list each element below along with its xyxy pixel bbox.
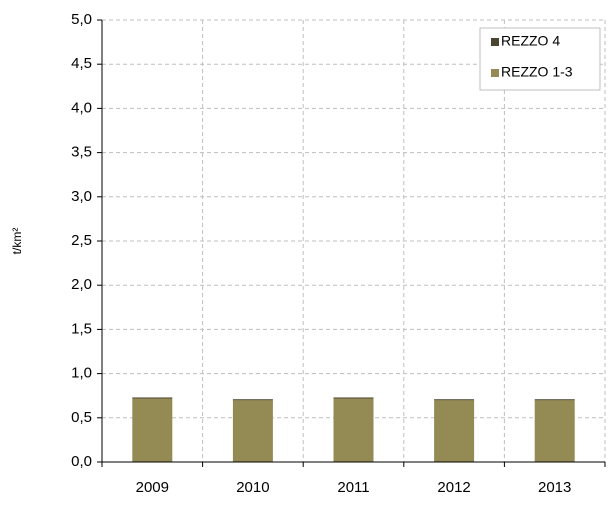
bar-segment: [132, 397, 173, 399]
y-tick-label: 3,5: [71, 144, 92, 161]
bar-segment: [132, 398, 173, 462]
y-tick-label: 4,0: [71, 99, 92, 116]
y-axis-label: t/km²: [10, 228, 24, 255]
y-tick-label: 0,5: [71, 409, 92, 426]
x-tick-label: 2010: [236, 479, 269, 496]
bar-segment: [534, 400, 575, 462]
bar-segment: [434, 399, 475, 401]
y-tick-label: 5,0: [71, 11, 92, 28]
legend-label: REZZO 1-3: [501, 64, 573, 80]
legend-swatch: [491, 69, 499, 77]
legend: REZZO 4 REZZO 1-3: [479, 27, 601, 91]
y-tick-label: 4,5: [71, 55, 92, 72]
bar-segment: [232, 400, 273, 462]
x-tick-label: 2009: [136, 479, 169, 496]
y-tick-label: 1,5: [71, 320, 92, 337]
y-tick-label: 0,0: [71, 453, 92, 470]
bar-segment: [333, 398, 374, 462]
bar-segment: [232, 399, 273, 401]
bar-segment: [534, 399, 575, 401]
y-tick-label: 3,0: [71, 188, 92, 205]
legend-label: REZZO 4: [501, 33, 560, 49]
y-tick-label: 2,0: [71, 276, 92, 293]
y-tick-label: 2,5: [71, 232, 92, 249]
bar-segment: [333, 397, 374, 399]
x-tick-label: 2011: [337, 479, 369, 496]
legend-swatch: [491, 38, 499, 46]
bar-segment: [434, 400, 475, 462]
x-tick-label: 2012: [437, 479, 470, 496]
y-tick-label: 1,0: [71, 365, 92, 382]
x-tick-label: 2013: [538, 479, 571, 496]
legend-box: [479, 27, 601, 91]
